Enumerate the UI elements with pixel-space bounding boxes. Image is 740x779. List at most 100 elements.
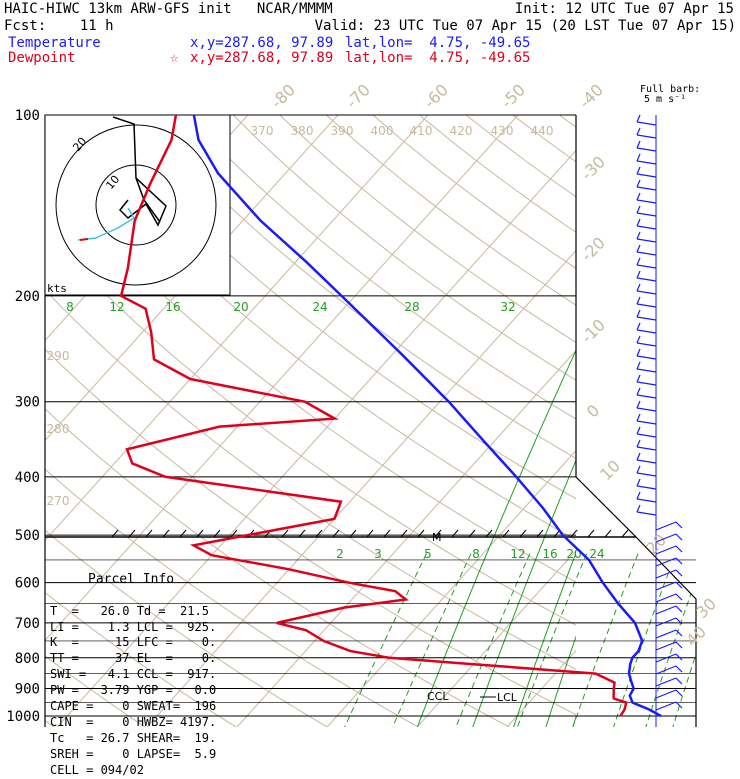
- parcel-info-title: Parcel Info: [88, 572, 232, 588]
- wind-barb: [637, 252, 656, 255]
- right-temperature-tick-label: 10: [596, 456, 624, 484]
- hatch-mark: [129, 530, 135, 537]
- isotherm-line: [597, 115, 740, 727]
- mixing-ratio-upper-label: 20: [233, 300, 248, 314]
- isotherm-line: [327, 115, 740, 727]
- right-temperature-tick-label: 40: [682, 622, 710, 650]
- wind-barb: [637, 200, 656, 203]
- wind-barb-flag: [637, 154, 640, 161]
- pressure-tick-label: 800: [15, 651, 40, 667]
- wind-barb: [637, 187, 656, 190]
- wind-barb-flag: [637, 271, 640, 278]
- wind-barb: [637, 304, 656, 307]
- parcel-info-row: PW = 3.79 YGP = 0.0: [50, 683, 232, 699]
- dry-adiabat-line: [233, 115, 740, 729]
- wind-barb-flag: [637, 180, 640, 187]
- theta-tick-label: 420: [450, 124, 473, 138]
- hatch-mark: [299, 530, 305, 537]
- wind-barb-lower-flag: [676, 522, 682, 528]
- wind-barb-flag: [637, 167, 640, 174]
- wind-barb-flag: [637, 232, 640, 239]
- wind-barb-flag: [637, 323, 640, 330]
- hatch-mark: [146, 530, 152, 537]
- mixing-ratio-lower-label: 2: [336, 547, 344, 561]
- pressure-tick-label: 600: [15, 576, 40, 592]
- wind-barb-flag: [637, 375, 640, 382]
- mixing-ratio-upper-label: 16: [165, 300, 180, 314]
- wind-barb-flag: [637, 479, 640, 486]
- wind-barb: [637, 265, 656, 268]
- parcel-info-row: SREH = 0 LAPSE= 5.9: [50, 747, 232, 763]
- wind-barb-lower: [656, 522, 676, 530]
- wind-barb: [637, 135, 656, 138]
- wind-barb: [637, 239, 656, 242]
- wind-barb-flag: [637, 336, 640, 343]
- top-temperature-tick-label: -40: [575, 80, 607, 112]
- right-temperature-tick-label: -20: [577, 233, 609, 265]
- theta-tick-label: 440: [531, 124, 554, 138]
- wind-barb-flag: [637, 414, 640, 421]
- hatch-mark: [163, 530, 169, 537]
- wind-barb-lower-flag: [676, 558, 682, 564]
- hatch-mark: [214, 530, 220, 537]
- hatch-mark: [282, 530, 288, 537]
- wind-barb: [637, 343, 656, 346]
- wind-barb-lower: [656, 570, 676, 578]
- wind-barb-lower-flag: [676, 678, 682, 684]
- wind-barb-lower-flag: [676, 642, 682, 648]
- wind-barb-lower: [656, 630, 676, 638]
- mixing-ratio-lower-label: 8: [472, 547, 480, 561]
- wind-barb: [637, 473, 656, 476]
- wind-barb: [637, 174, 656, 177]
- parcel-info-row: TT = 37 EL = 0.: [50, 651, 232, 667]
- hatch-mark: [333, 530, 339, 537]
- theta-tick-label: 400: [371, 124, 394, 138]
- saturated-adiabat-line: [616, 296, 740, 729]
- theta-tick-label: 380: [291, 124, 314, 138]
- theta-left-tick-label: 270: [47, 494, 70, 508]
- mixing-ratio-upper-label: 12: [109, 300, 124, 314]
- parcel-info-row: CELL = 094/02: [50, 763, 232, 779]
- hatch-mark: [469, 530, 475, 537]
- parcel-info-row: CIN = 0 HWBZ= 4197.: [50, 715, 232, 731]
- mixing-ratio-lower-label: 5: [424, 547, 432, 561]
- mixing-ratio-upper-label: 28: [404, 300, 419, 314]
- top-temperature-tick-label: -80: [267, 80, 299, 112]
- parcel-info-row: SWI = 4.1 CCL = 917.: [50, 667, 232, 683]
- wind-barb: [637, 148, 656, 151]
- mixing-ratio-lower-label: 3: [374, 547, 382, 561]
- wind-barb: [637, 213, 656, 216]
- melting-level-label: M: [432, 531, 442, 544]
- hatch-mark: [112, 530, 118, 537]
- wind-barb: [637, 408, 656, 411]
- ccl-label: CCL: [427, 690, 449, 703]
- hatch-mark: [180, 530, 186, 537]
- wind-barb-flag: [637, 258, 640, 265]
- top-temperature-tick-label: -50: [497, 80, 529, 112]
- theta-left-tick-label: 290: [47, 349, 70, 363]
- wind-barb: [637, 226, 656, 229]
- mixing-ratio-lower-label: 20: [566, 547, 581, 561]
- wind-barb: [637, 421, 656, 424]
- theta-tick-label: 430: [491, 124, 514, 138]
- right-temperature-tick-label: 0: [583, 401, 604, 422]
- parcel-info-row: LI = 1.3 LCL = 925.: [50, 620, 232, 636]
- theta-left-tick-label: 280: [47, 422, 70, 436]
- wind-barb-flag: [637, 115, 640, 122]
- wind-barb: [637, 330, 656, 333]
- mixing-ratio-lower-label: 12: [510, 547, 525, 561]
- pressure-tick-label: 200: [15, 289, 40, 305]
- wind-barb: [637, 499, 656, 502]
- wind-barb-lower: [656, 606, 676, 614]
- saturated-adiabat-line: [572, 296, 729, 729]
- wind-barb-flag: [637, 453, 640, 460]
- wind-barb-lower-flag: [676, 546, 682, 552]
- mixing-ratio-upper-label: 32: [500, 300, 515, 314]
- theta-tick-label: 410: [410, 124, 433, 138]
- right-temperature-tick-label: -30: [577, 152, 609, 184]
- mixing-ratio-lower-label: 24: [589, 547, 604, 561]
- wind-barb: [637, 512, 656, 515]
- hodograph-units-label: kts: [47, 282, 67, 295]
- mixing-ratio-lower-label: 16: [542, 547, 557, 561]
